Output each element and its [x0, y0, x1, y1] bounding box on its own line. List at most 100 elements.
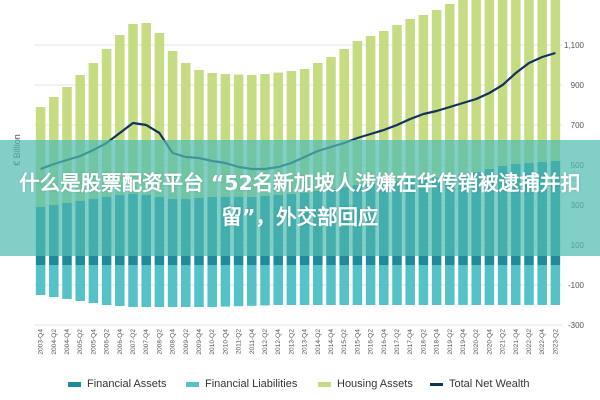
- legend-item-housing-assets: Housing Assets: [318, 374, 413, 394]
- bar-financial-liabilities: [154, 265, 165, 307]
- x-tick-label: 2014-Q2: [315, 329, 322, 355]
- x-tick-label: 2007-Q4: [143, 329, 150, 355]
- bar-housing-assets: [392, 25, 402, 181]
- bar-financial-liabilities: [207, 265, 217, 307]
- x-tick-label: 2022-Q2: [526, 329, 533, 355]
- bar-housing-assets: [128, 24, 138, 194]
- bar-financial-liabilities: [115, 265, 125, 306]
- bar-housing-assets: [405, 19, 415, 179]
- bar-housing-assets: [207, 73, 217, 197]
- bar-housing-assets: [220, 74, 231, 197]
- x-tick-label: 2021-Q2: [500, 329, 507, 355]
- bar-financial-liabilities: [49, 265, 59, 297]
- bar-housing-assets: [326, 57, 336, 189]
- x-tick-label: 2015-Q2: [341, 329, 348, 355]
- bar-housing-assets: [339, 49, 349, 187]
- bar-financial-liabilities: [260, 265, 270, 306]
- bar-housing-assets: [484, 0, 495, 169]
- legend-swatch: [430, 382, 443, 386]
- y-tick-label: 700: [571, 121, 585, 130]
- legend: Financial Assets Financial Liabilities H…: [0, 374, 600, 394]
- bar-housing-assets: [141, 23, 151, 195]
- bar-financial-liabilities: [339, 265, 349, 305]
- x-tick-label: 2006-Q2: [104, 329, 111, 355]
- x-tick-label: 2015-Q4: [354, 329, 361, 355]
- legend-swatch: [186, 381, 199, 387]
- headline-banner: [0, 140, 600, 256]
- legend-item-financial-liabilities: Financial Liabilities: [186, 374, 297, 394]
- bar-housing-assets: [233, 74, 244, 197]
- x-tick-label: 2018-Q2: [420, 329, 427, 355]
- bar-financial-liabilities: [418, 265, 429, 305]
- bar-housing-assets: [75, 75, 85, 201]
- bar-housing-assets: [537, 0, 547, 162]
- bar-housing-assets: [115, 35, 125, 195]
- bar-financial-liabilities: [313, 265, 323, 305]
- x-tick-label: 2010-Q4: [222, 329, 229, 355]
- y-tick-label: -300: [568, 321, 585, 330]
- bar-financial-liabilities: [537, 265, 547, 305]
- bar-housing-assets: [418, 15, 429, 179]
- x-tick-label: 2008-Q4: [170, 329, 177, 355]
- legend-label: Housing Assets: [337, 378, 413, 390]
- y-tick-label: -100: [568, 281, 585, 290]
- bar-financial-liabilities: [405, 265, 415, 305]
- bar-housing-assets: [299, 69, 310, 193]
- bar-financial-liabilities: [88, 265, 99, 303]
- bar-housing-assets: [431, 10, 442, 178]
- x-tick-label: 2014-Q4: [328, 329, 335, 355]
- bar-housing-assets: [379, 31, 389, 183]
- bar-housing-assets: [101, 49, 112, 197]
- x-tick-label: 2013-Q2: [288, 329, 295, 355]
- headline-text: 什么是股票配资平台 “52名新加坡人涉嫌在华传销被逮捕并扣留”，外交部回应: [19, 171, 581, 229]
- bar-housing-assets: [260, 74, 270, 196]
- bar-financial-liabilities: [141, 265, 151, 307]
- bar-financial-liabilities: [392, 265, 402, 305]
- legend-item-financial-assets: Financial Assets: [68, 374, 166, 394]
- x-tick-label: 2012-Q4: [275, 329, 282, 355]
- x-tick-label: 2005-Q4: [90, 329, 97, 355]
- bar-financial-liabilities: [299, 265, 310, 305]
- bar-housing-assets: [313, 63, 323, 191]
- x-tick-label: 2007-Q2: [130, 329, 137, 355]
- bar-financial-liabilities: [431, 265, 442, 305]
- y-tick-label: 1,100: [564, 41, 585, 50]
- bar-housing-assets: [194, 70, 204, 198]
- bar-housing-assets: [352, 41, 363, 185]
- x-tick-label: 2020-Q2: [473, 329, 480, 355]
- bar-financial-liabilities: [379, 265, 389, 305]
- x-tick-label: 2013-Q4: [302, 329, 309, 355]
- legend-swatch: [68, 381, 81, 387]
- bar-financial-liabilities: [75, 265, 85, 301]
- x-tick-label: 2011-Q2: [236, 329, 243, 355]
- bar-financial-liabilities: [247, 265, 257, 306]
- legend-swatch: [318, 381, 331, 387]
- bar-financial-liabilities: [484, 265, 495, 305]
- bar-financial-liabilities: [233, 265, 244, 307]
- x-tick-label: 2019-Q4: [460, 329, 467, 355]
- bar-financial-liabilities: [352, 265, 363, 305]
- legend-label: Total Net Wealth: [449, 378, 530, 390]
- bar-housing-assets: [497, 0, 508, 166]
- x-tick-label: 2017-Q2: [394, 329, 401, 355]
- x-tick-label: 2010-Q2: [209, 329, 216, 355]
- x-tick-label: 2011-Q4: [249, 329, 256, 355]
- x-tick-label: 2006-Q4: [117, 329, 124, 355]
- bar-financial-liabilities: [511, 265, 521, 305]
- bar-housing-assets: [88, 63, 99, 199]
- bar-financial-liabilities: [101, 265, 112, 305]
- legend-item-total-net-wealth: Total Net Wealth: [430, 374, 530, 394]
- x-tick-label: 2008-Q2: [156, 329, 163, 355]
- bar-financial-liabilities: [273, 265, 283, 305]
- bar-housing-assets: [511, 0, 521, 164]
- bar-financial-liabilities: [62, 265, 72, 299]
- bar-financial-liabilities: [167, 265, 178, 307]
- bar-financial-liabilities: [524, 265, 534, 305]
- bar-financial-liabilities: [35, 265, 46, 295]
- legend-label: Financial Assets: [87, 378, 167, 390]
- bar-financial-liabilities: [458, 265, 468, 305]
- bar-financial-liabilities: [497, 265, 508, 305]
- x-tick-label: 2023-Q2: [552, 329, 559, 355]
- bar-housing-assets: [154, 33, 165, 197]
